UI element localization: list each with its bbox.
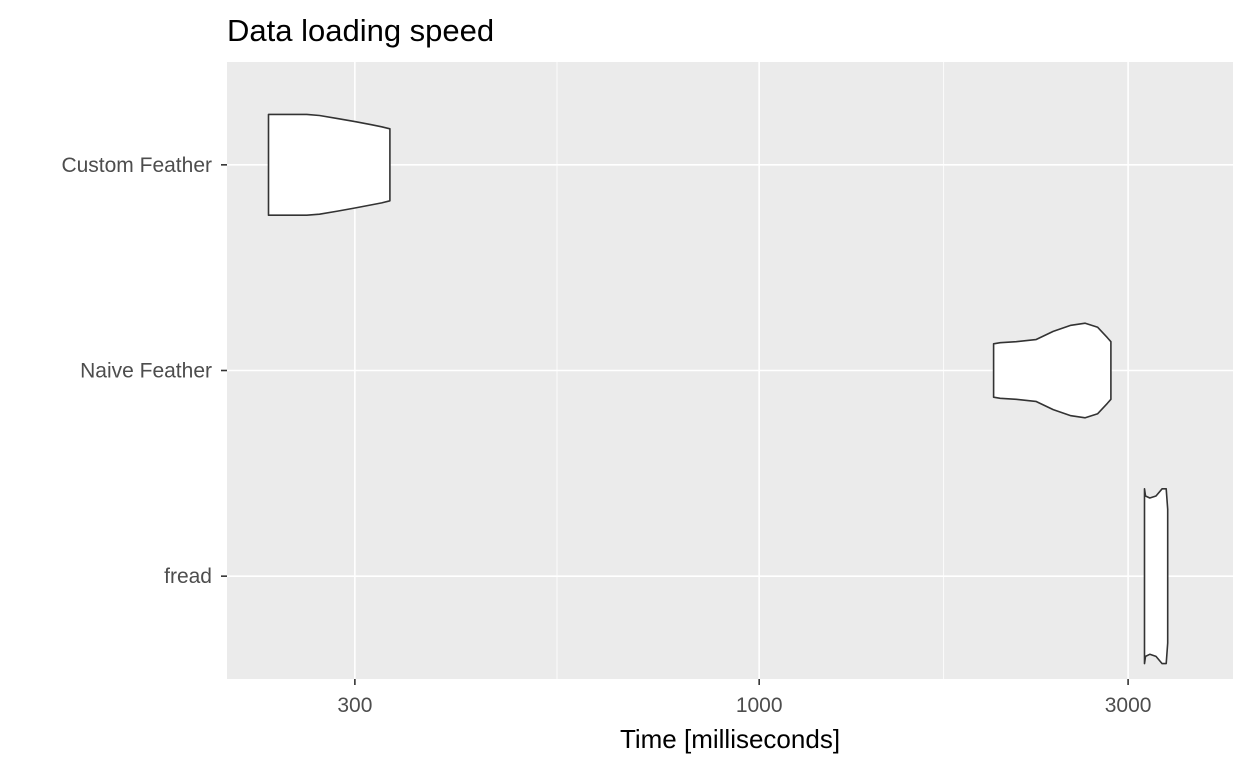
chart-title: Data loading speed — [227, 13, 494, 48]
y-tick-label: Custom Feather — [61, 154, 212, 177]
violin-naive-feather — [992, 322, 1112, 419]
violin-fread — [1143, 488, 1169, 665]
x-axis-title: Time [milliseconds] — [620, 724, 840, 754]
violin-custom-feather — [267, 113, 391, 216]
x-tick-label: 1000 — [736, 694, 783, 717]
y-tick-label: Naive Feather — [80, 360, 212, 383]
violins — [267, 113, 1169, 665]
axes: 300 1000 3000 Custom Feather Naive Feather fr… — [61, 154, 1151, 717]
x-tick-label: 300 — [337, 694, 372, 717]
y-tick-label: fread — [164, 565, 212, 588]
x-tick-label: 3000 — [1105, 694, 1152, 717]
